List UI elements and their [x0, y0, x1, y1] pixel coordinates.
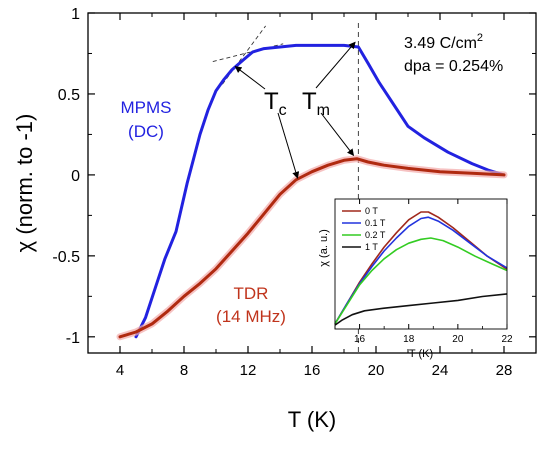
tc-arrow-mpms: [234, 66, 266, 90]
tc-subscript: c: [279, 102, 287, 119]
x-tick-label: 28: [496, 362, 513, 379]
tc-tangent-guide: [212, 43, 284, 63]
main-x-axis-label: T (K): [288, 407, 336, 432]
mpms-series-label-line1: MPMS: [121, 98, 172, 117]
dpa-annotation: dpa = 0.254%: [404, 58, 503, 75]
y-tick-label: 0.5: [58, 87, 80, 104]
tm-annotation-label: Tm: [302, 88, 330, 119]
dose-annotation: 3.49 C/cm2: [404, 32, 483, 52]
tc-arrow-tdr: [277, 112, 300, 179]
mpms-series-line: [134, 43, 506, 339]
dose-unit-superscript: 2: [477, 32, 483, 44]
tm-letter: T: [302, 88, 317, 115]
y-tick-label: -1: [66, 330, 80, 347]
x-tick-label: 16: [304, 362, 321, 379]
main-y-axis-label: χ (norm. to -1): [12, 114, 37, 253]
tm-arrow-tdr: [320, 112, 355, 157]
inset-series-line: [334, 293, 508, 326]
tc-tangent-guide: [222, 25, 266, 85]
inset-legend-label: 0 T: [365, 206, 378, 216]
inset-plot-frame: [334, 198, 508, 330]
tc-annotation-label: Tc: [264, 88, 287, 119]
tdr-series-label-line1: TDR: [234, 284, 269, 303]
inset-legend-label: 0.2 T: [365, 230, 386, 240]
inset-series-line: [334, 237, 508, 325]
main-axis-ticks: 4 8 12 16 20 24 28 -1 -0.5 0 0.5 1: [52, 6, 537, 379]
y-tick-label: -0.5: [52, 249, 80, 266]
tc-letter: T: [264, 88, 279, 115]
annotation-arrows: [234, 41, 356, 179]
dose-value: 3.49 C/cm: [404, 35, 477, 52]
x-tick-label: 24: [432, 362, 449, 379]
x-tick-label: 20: [368, 362, 385, 379]
mpms-series-label-line2: (DC): [128, 122, 164, 141]
inset-legend: 0 T 0.1 T 0.2 T 1 T: [342, 206, 386, 252]
tm-arrow-mpms: [315, 41, 356, 89]
tdr-series-label-line2: (14 MHz): [216, 307, 286, 326]
main-series-layer: [116, 43, 508, 341]
inset-background: [335, 199, 507, 329]
inset-axis-ticks: 16 18 20 22: [334, 199, 513, 345]
inset-x-tick-label: 18: [403, 334, 415, 345]
y-tick-label: 0: [71, 168, 80, 185]
inset-x-tick-label: 20: [452, 334, 464, 345]
main-guides: [212, 23, 359, 353]
tdr-series-line: [118, 157, 506, 339]
inset-x-tick-label: 16: [354, 334, 366, 345]
inset-y-axis-label: χ (a. u.): [318, 229, 330, 267]
inset-x-tick-label: 22: [501, 334, 513, 345]
y-tick-label: 1: [71, 6, 80, 23]
inset-legend-label: 1 T: [365, 242, 378, 252]
tm-subscript: m: [317, 102, 330, 119]
inset-legend-label: 0.1 T: [365, 218, 386, 228]
inset-series-line: [334, 211, 508, 325]
x-tick-label: 8: [180, 362, 188, 379]
inset-series-line: [334, 216, 508, 325]
inset-series-layer: [334, 211, 508, 326]
x-tick-label: 12: [240, 362, 257, 379]
x-tick-label: 4: [116, 362, 124, 379]
inset-x-axis-label: T (K): [409, 348, 433, 360]
